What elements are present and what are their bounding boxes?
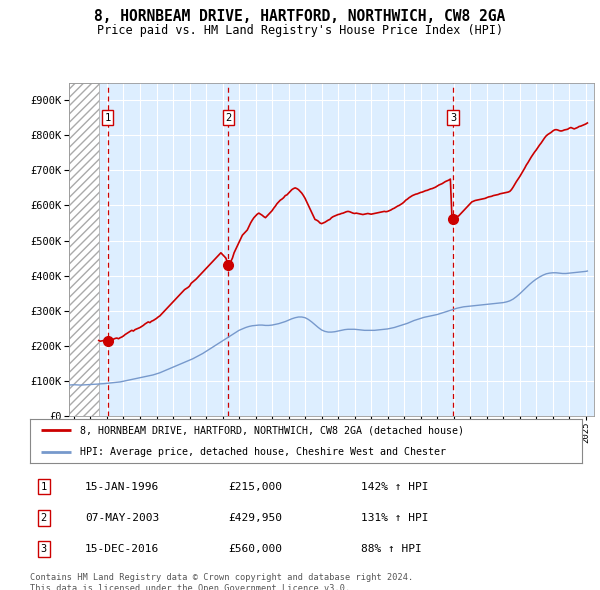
Text: HPI: Average price, detached house, Cheshire West and Chester: HPI: Average price, detached house, Ches… <box>80 447 446 457</box>
Text: 15-JAN-1996: 15-JAN-1996 <box>85 481 160 491</box>
Text: 8, HORNBEAM DRIVE, HARTFORD, NORTHWICH, CW8 2GA: 8, HORNBEAM DRIVE, HARTFORD, NORTHWICH, … <box>94 9 506 24</box>
Text: 2: 2 <box>225 113 232 123</box>
Text: 1: 1 <box>104 113 111 123</box>
Text: £215,000: £215,000 <box>229 481 283 491</box>
Text: £560,000: £560,000 <box>229 544 283 554</box>
Text: £429,950: £429,950 <box>229 513 283 523</box>
Text: 3: 3 <box>41 544 47 554</box>
Text: 3: 3 <box>450 113 456 123</box>
Bar <box>69 83 99 416</box>
Text: 8, HORNBEAM DRIVE, HARTFORD, NORTHWICH, CW8 2GA (detached house): 8, HORNBEAM DRIVE, HARTFORD, NORTHWICH, … <box>80 425 464 435</box>
Text: 1: 1 <box>41 481 47 491</box>
Text: 131% ↑ HPI: 131% ↑ HPI <box>361 513 428 523</box>
Text: 15-DEC-2016: 15-DEC-2016 <box>85 544 160 554</box>
Text: 07-MAY-2003: 07-MAY-2003 <box>85 513 160 523</box>
Text: 2: 2 <box>41 513 47 523</box>
Text: 88% ↑ HPI: 88% ↑ HPI <box>361 544 422 554</box>
Text: Price paid vs. HM Land Registry's House Price Index (HPI): Price paid vs. HM Land Registry's House … <box>97 24 503 37</box>
Text: Contains HM Land Registry data © Crown copyright and database right 2024.
This d: Contains HM Land Registry data © Crown c… <box>30 573 413 590</box>
Text: 142% ↑ HPI: 142% ↑ HPI <box>361 481 428 491</box>
